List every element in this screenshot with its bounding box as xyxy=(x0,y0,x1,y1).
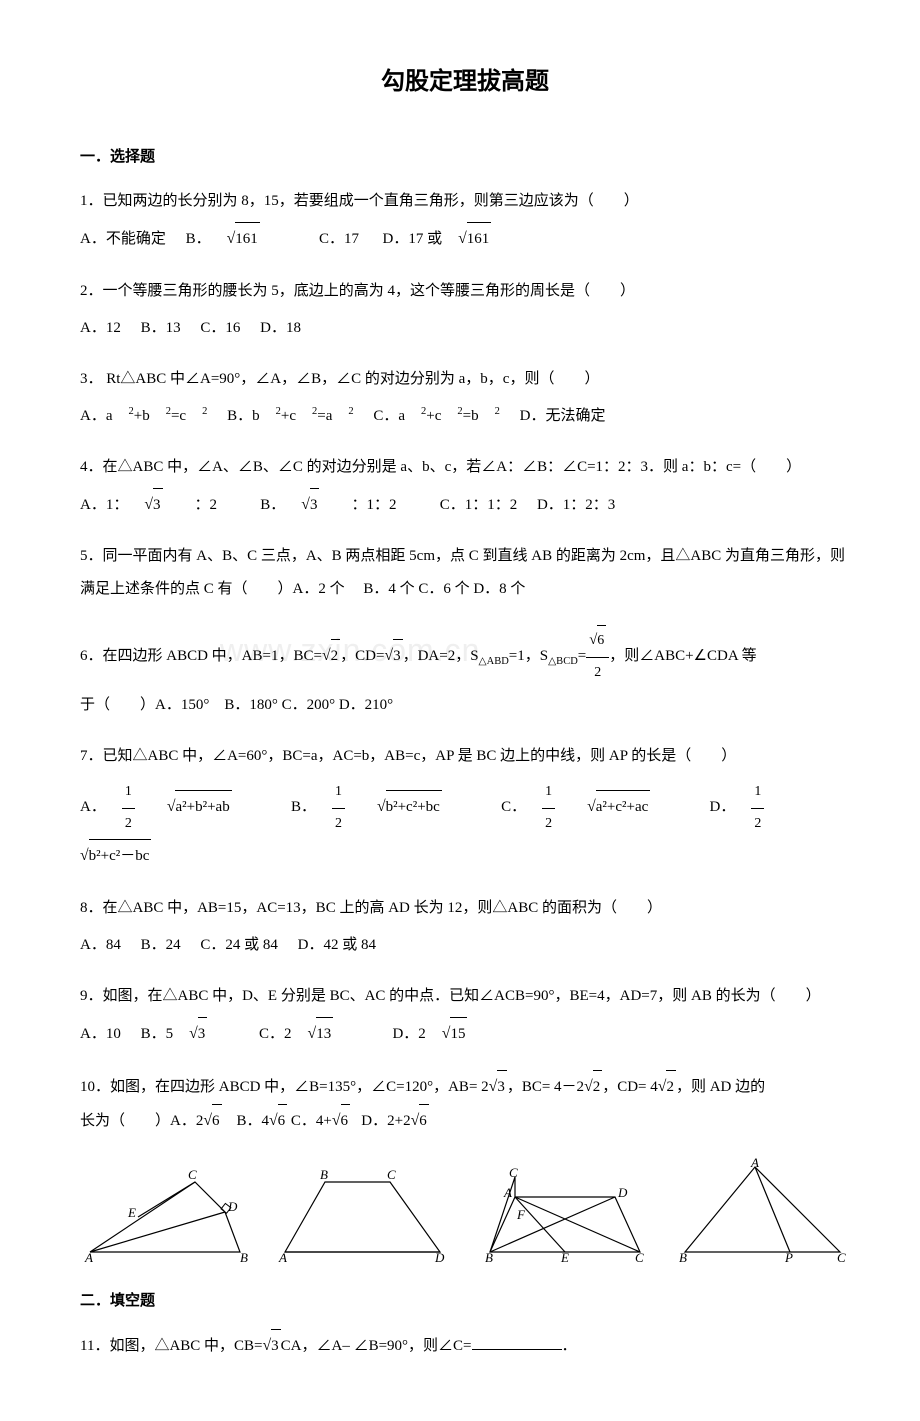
q11-text: 11．如图，△ABC 中，CB=3CA，∠A– ∠B=90°，则∠C=． xyxy=(80,1338,577,1354)
question-2: 2．一个等腰三角形的腰长为 5，底边上的高为 4，这个等腰三角形的周长是（ ） … xyxy=(80,275,850,345)
q9-optA: A．10 xyxy=(80,1026,121,1042)
svg-text:E: E xyxy=(127,1205,136,1220)
q4-options: A．1：3：2 B．3：1：2 C．1：1：2 D．1：2：3 xyxy=(80,488,850,523)
q10-line2: 长为（ ）A．26 B．46 C．4+6 D．2+26 xyxy=(80,1113,429,1129)
q1-optB: B．161 xyxy=(186,231,292,247)
question-11: 11．如图，△ABC 中，CB=3CA，∠A– ∠B=90°，则∠C=． xyxy=(80,1329,850,1364)
q1-options: A．不能确定 B．161 C．17 D．17 或161 xyxy=(80,222,850,257)
question-5: 5．同一平面内有 A、B、C 三点，A、B 两点相距 5cm，点 C 到直线 A… xyxy=(80,540,850,606)
q2-text: 2．一个等腰三角形的腰长为 5，底边上的高为 4，这个等腰三角形的周长是（ ） xyxy=(80,275,850,308)
svg-text:B: B xyxy=(240,1250,248,1262)
q3-optA: A．a2+b2=c2 xyxy=(80,408,207,424)
q9-optD: D．215 xyxy=(392,1026,499,1042)
q1-optD: D．17 或161 xyxy=(383,231,524,247)
svg-text:C: C xyxy=(188,1167,197,1182)
q4-optD: D．1：2：3 xyxy=(537,497,615,513)
svg-text:C: C xyxy=(509,1167,518,1180)
figures-row: A B C D E A B C D A B C C D E F A B C P xyxy=(80,1157,850,1262)
question-9: 9．如图，在△ABC 中，D、E 分别是 BC、AC 的中点．已知∠ACB=90… xyxy=(80,980,850,1052)
svg-text:A: A xyxy=(503,1185,512,1200)
q9-text: 9．如图，在△ABC 中，D、E 分别是 BC、AC 的中点．已知∠ACB=90… xyxy=(80,980,850,1013)
q8-text: 8．在△ABC 中，AB=15，AC=13，BC 上的高 AD 长为 12，则△… xyxy=(80,892,850,925)
svg-text:E: E xyxy=(560,1250,569,1262)
q7-text: 7．已知△ABC 中，∠A=60°，BC=a，AC=b，AB=c，AP 是 BC… xyxy=(80,740,850,773)
q8-optA: A．84 xyxy=(80,937,121,953)
svg-text:B: B xyxy=(320,1167,328,1182)
question-8: 8．在△ABC 中，AB=15，AC=13，BC 上的高 AD 长为 12，则△… xyxy=(80,892,850,962)
svg-text:C: C xyxy=(837,1250,846,1262)
q4-optB: B．3：1：2 xyxy=(260,497,412,513)
q2-optA: A．12 xyxy=(80,320,121,336)
figure-1: A B C D E xyxy=(80,1167,250,1262)
svg-text:A: A xyxy=(278,1250,287,1262)
q6-line2: 于（ ）A．150° B．180° C．200° D．210° xyxy=(80,697,393,713)
page-title: 勾股定理拔高题 xyxy=(80,60,850,103)
section2-header: 二．填空题 xyxy=(80,1287,850,1314)
q8-optD: D．42 或 84 xyxy=(298,937,376,953)
q3-options: A．a2+b2=c2 B．b2+c2=a2 C．a2+c2=b2 D．无法确定 xyxy=(80,400,850,433)
question-6: 6．在四边形 ABCD 中，AB=1，BC=2，CD=3，DA=2，S△ABD=… xyxy=(80,624,850,721)
q8-optC: C．24 或 84 xyxy=(200,937,278,953)
q3-optC: C．a2+c2=b2 xyxy=(373,408,500,424)
q9-options: A．10 B．53 C．213 D．215 xyxy=(80,1017,850,1052)
question-4: 4．在△ABC 中，∠A、∠B、∠C 的对边分别是 a、b、c，若∠A：∠B：∠… xyxy=(80,451,850,523)
q7-optC: C．12a²+c²+ac xyxy=(501,799,682,815)
q3-text: 3． Rt△ABC 中∠A=90°，∠A，∠B，∠C 的对边分别为 a，b，c，… xyxy=(80,363,850,396)
figure-2: A B C D xyxy=(275,1167,450,1262)
q4-optC: C．1：1：2 xyxy=(440,497,518,513)
svg-text:C: C xyxy=(635,1250,644,1262)
q2-optB: B．13 xyxy=(141,320,181,336)
svg-text:A: A xyxy=(84,1250,93,1262)
q1-optC: C．17 xyxy=(319,231,359,247)
fill-blank[interactable] xyxy=(472,1335,562,1350)
svg-text:D: D xyxy=(617,1185,628,1200)
svg-text:D: D xyxy=(434,1250,445,1262)
q2-options: A．12 B．13 C．16 D．18 xyxy=(80,312,850,345)
svg-text:P: P xyxy=(784,1250,793,1262)
question-1: 1．已知两边的长分别为 8，15，若要组成一个直角三角形，则第三边应该为（ ） … xyxy=(80,185,850,257)
q6-line1: 6．在四边形 ABCD 中，AB=1，BC=2，CD=3，DA=2，S△ABD=… xyxy=(80,648,757,664)
question-3: 3． Rt△ABC 中∠A=90°，∠A，∠B，∠C 的对边分别为 a，b，c，… xyxy=(80,363,850,433)
svg-text:D: D xyxy=(227,1199,238,1214)
q7-optB: B．12b²+c²+bc xyxy=(291,799,474,815)
q4-text: 4．在△ABC 中，∠A、∠B、∠C 的对边分别是 a、b、c，若∠A：∠B：∠… xyxy=(80,451,850,484)
svg-text:A: A xyxy=(750,1157,759,1170)
q7-options: A．12a²+b²+ab B．12b²+c²+bc C．12a²+c²+ac D… xyxy=(80,777,850,874)
question-7: 7．已知△ABC 中，∠A=60°，BC=a，AC=b，AB=c，AP 是 BC… xyxy=(80,740,850,874)
figure-4: A B C P xyxy=(675,1157,850,1262)
figure-3: A B C C D E F xyxy=(475,1167,650,1262)
svg-text:B: B xyxy=(485,1250,493,1262)
q1-optA: A．不能确定 xyxy=(80,231,166,247)
question-10: 10．如图，在四边形 ABCD 中，∠B=135°，∠C=120°，AB= 23… xyxy=(80,1070,850,1139)
q3-optB: B．b2+c2=a2 xyxy=(227,408,354,424)
q2-optC: C．16 xyxy=(200,320,240,336)
q1-text: 1．已知两边的长分别为 8，15，若要组成一个直角三角形，则第三边应该为（ ） xyxy=(80,185,850,218)
q2-optD: D．18 xyxy=(260,320,301,336)
q9-optB: B．53 xyxy=(141,1026,240,1042)
q8-optB: B．24 xyxy=(141,937,181,953)
section1-header: 一．选择题 xyxy=(80,143,850,170)
q3-optD: D．无法确定 xyxy=(520,408,606,424)
q9-optC: C．213 xyxy=(259,1026,365,1042)
q4-optA: A．1：3：2 xyxy=(80,497,233,513)
q10-line1: 10．如图，在四边形 ABCD 中，∠B=135°，∠C=120°，AB= 23… xyxy=(80,1079,765,1095)
svg-text:C: C xyxy=(387,1167,396,1182)
q8-options: A．84 B．24 C．24 或 84 D．42 或 84 xyxy=(80,929,850,962)
svg-text:B: B xyxy=(679,1250,687,1262)
svg-text:F: F xyxy=(516,1207,526,1222)
q7-optA: A．12a²+b²+ab xyxy=(80,799,264,815)
q5-text: 5．同一平面内有 A、B、C 三点，A、B 两点相距 5cm，点 C 到直线 A… xyxy=(80,540,850,606)
